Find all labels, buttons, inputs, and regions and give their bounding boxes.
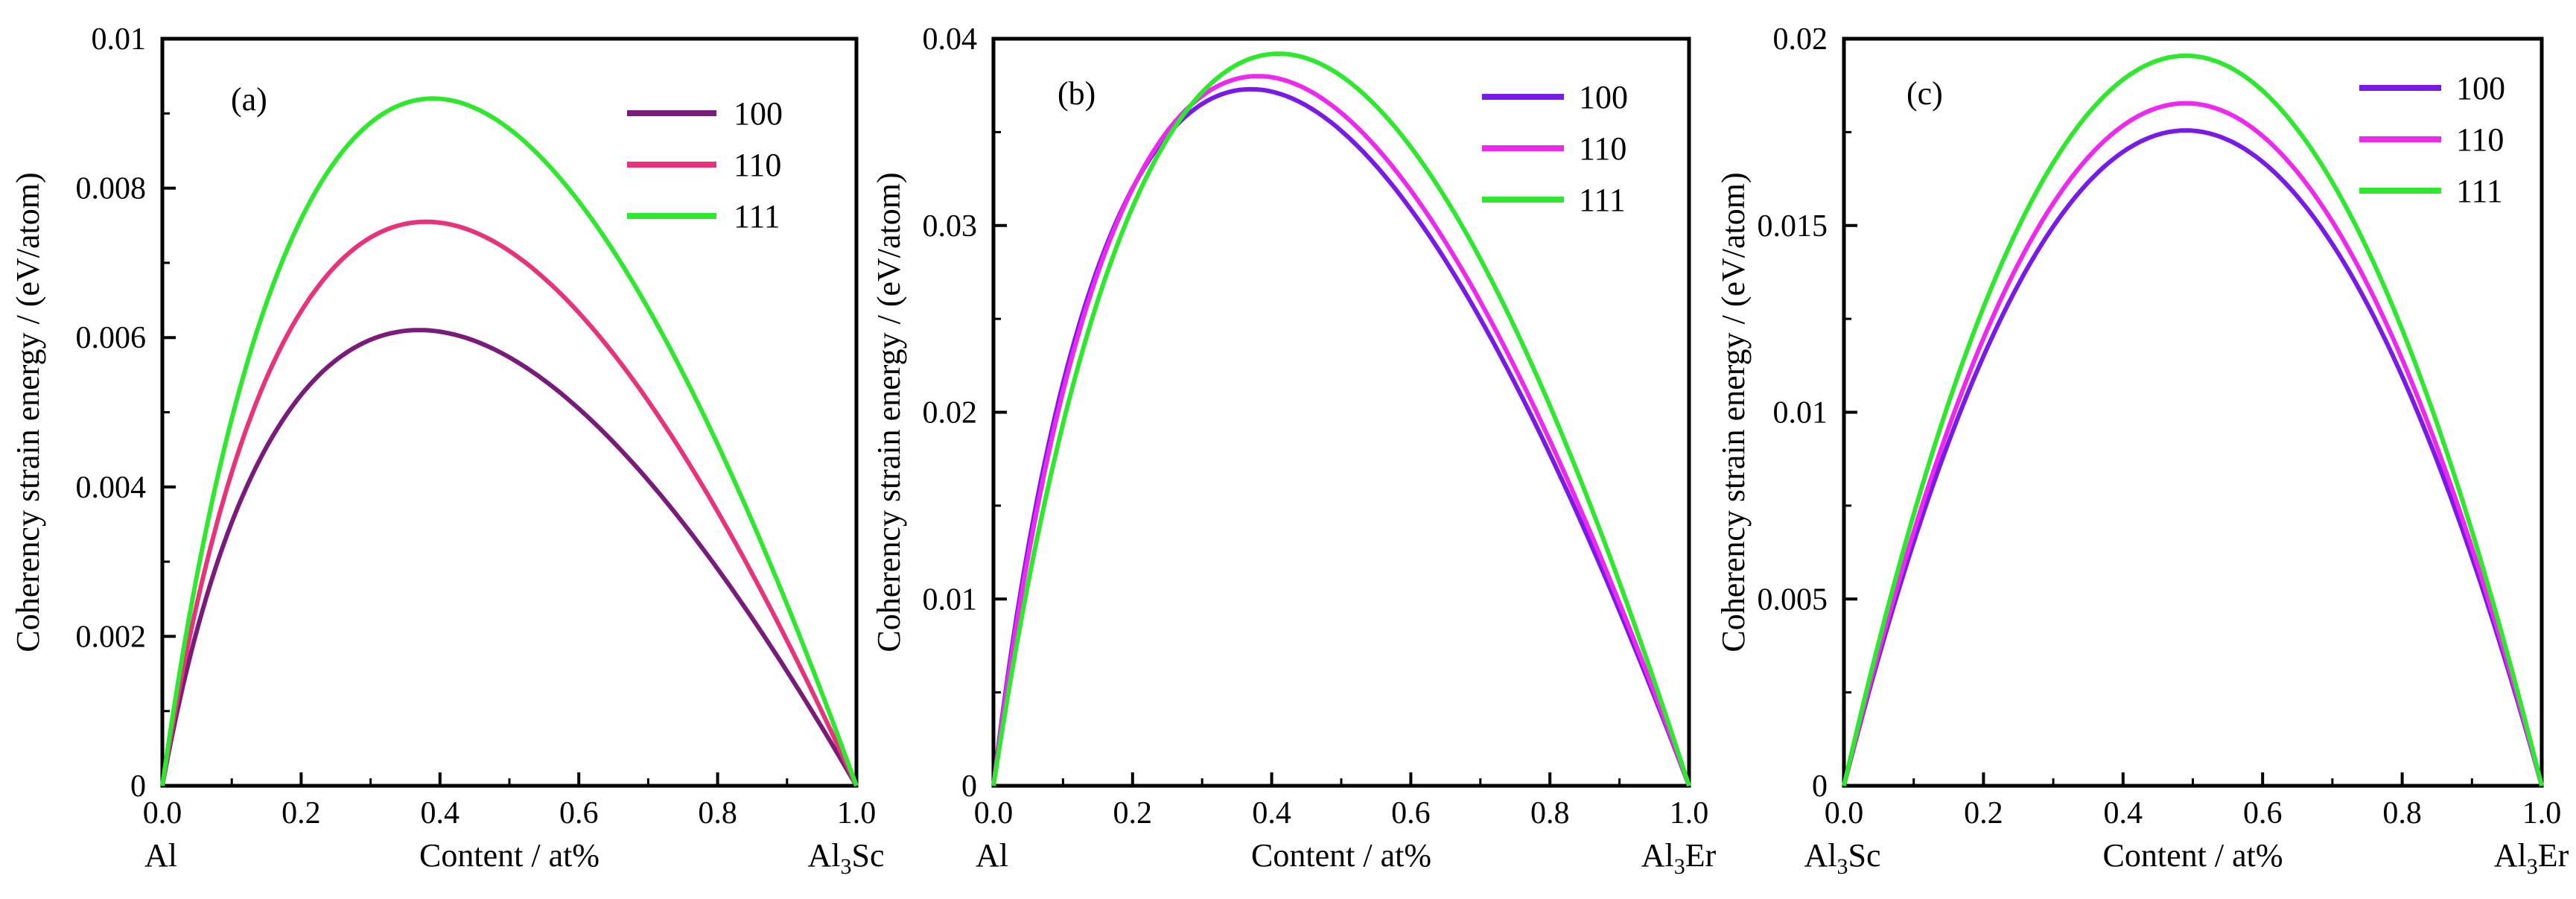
series-line-111 bbox=[991, 51, 1691, 787]
chart-panel-1: 0.0 0.2 0.4 0.6 0.8 1.0 0 0.002 0.004 0.006 0.008 0… bbox=[10, 22, 885, 879]
legend-label-110: 110 bbox=[1579, 130, 1626, 167]
series-line-100 bbox=[160, 328, 859, 787]
y-tick-label: 0.004 bbox=[76, 471, 147, 505]
x-tick-label: 0.2 bbox=[1964, 796, 2003, 830]
x-tick-label: 0.4 bbox=[1252, 796, 1291, 830]
chart-panel-3: 0.0 0.2 0.4 0.6 0.8 1.0 0 0.005 0.01 0.015 0.02 Con… bbox=[1715, 22, 2569, 879]
x-tick-label: 0.0 bbox=[143, 796, 182, 830]
series-line-110 bbox=[1842, 101, 2544, 787]
x-tick-label: 0.8 bbox=[2382, 796, 2422, 830]
series-line-111 bbox=[1842, 53, 2544, 787]
x-tick-label: 0.0 bbox=[974, 796, 1014, 830]
plot-frame bbox=[1842, 36, 2544, 788]
y-axis-title: Coherency strain energy / (eV/atom) bbox=[10, 172, 46, 652]
y-tick-label: 0.03 bbox=[923, 209, 978, 244]
y-tick-label: 0.01 bbox=[923, 582, 978, 617]
y-tick-label: 0.002 bbox=[76, 620, 147, 654]
series-line-110 bbox=[991, 74, 1691, 787]
legend-label-100: 100 bbox=[1579, 79, 1628, 115]
x-axis-title: Content / at% bbox=[1251, 837, 1431, 874]
y-tick-label: 0.008 bbox=[76, 172, 147, 206]
series-line-100 bbox=[1842, 128, 2544, 787]
x-tick-label: 0.0 bbox=[1825, 796, 1864, 830]
legend-label-100: 100 bbox=[734, 95, 783, 132]
x-tick-label: 0.4 bbox=[2104, 796, 2143, 830]
x-end-label-left: Al bbox=[144, 837, 177, 874]
x-end-label-right: Al3Sc bbox=[808, 837, 885, 879]
chart-panel-2: 0.0 0.2 0.4 0.6 0.8 1.0 0 0.01 0.02 0.03 0.04 Conte… bbox=[871, 22, 1717, 879]
x-tick-label: 0.6 bbox=[2243, 796, 2283, 830]
x-end-label-left: Al bbox=[976, 837, 1008, 874]
series-line-111 bbox=[160, 96, 859, 787]
y-tick-label: 0.02 bbox=[923, 396, 978, 431]
legend-label-111: 111 bbox=[734, 198, 780, 235]
y-tick-label: 0.005 bbox=[1758, 582, 1828, 617]
legend-label-110: 110 bbox=[734, 147, 781, 183]
y-axis-title: Coherency strain energy / (eV/atom) bbox=[871, 172, 907, 652]
legend-label-111: 111 bbox=[2456, 173, 2503, 209]
x-end-label-left: Al3Sc bbox=[1804, 837, 1881, 879]
x-end-label-right: Al3Er bbox=[1641, 837, 1717, 879]
panel-label: (a) bbox=[231, 81, 267, 118]
x-tick-label: 0.2 bbox=[282, 796, 321, 830]
legend-label-111: 111 bbox=[1579, 182, 1626, 218]
y-axis-title: Coherency strain energy / (eV/atom) bbox=[1715, 172, 1752, 652]
legend-label-110: 110 bbox=[2456, 121, 2504, 158]
x-tick-label: 0.4 bbox=[421, 796, 460, 830]
y-tick-label: 0 bbox=[130, 769, 146, 804]
y-tick-label: 0.02 bbox=[1773, 22, 1828, 57]
x-tick-label: 0.2 bbox=[1113, 796, 1153, 830]
x-tick-label: 1.0 bbox=[837, 796, 877, 830]
x-tick-label: 0.8 bbox=[698, 796, 737, 830]
x-tick-label: 0.6 bbox=[559, 796, 599, 830]
y-tick-label: 0.006 bbox=[76, 321, 147, 355]
series-line-110 bbox=[160, 219, 859, 787]
panel-label: (b) bbox=[1058, 75, 1095, 112]
x-tick-label: 0.8 bbox=[1530, 796, 1570, 830]
y-tick-label: 0.01 bbox=[1773, 396, 1828, 431]
x-end-label-right: Al3Er bbox=[2494, 837, 2569, 879]
x-tick-label: 0.6 bbox=[1391, 796, 1431, 830]
y-tick-label: 0.015 bbox=[1758, 209, 1828, 244]
y-tick-label: 0 bbox=[961, 769, 977, 804]
panel-label: (c) bbox=[1906, 75, 1943, 112]
y-tick-label: 0 bbox=[1812, 769, 1828, 804]
x-axis-title: Content / at% bbox=[2103, 837, 2283, 874]
x-tick-label: 1.0 bbox=[1670, 796, 1709, 830]
legend-label-100: 100 bbox=[2456, 70, 2505, 107]
x-axis-title: Content / at% bbox=[419, 837, 600, 874]
y-tick-label: 0.01 bbox=[92, 22, 147, 57]
y-tick-label: 0.04 bbox=[923, 22, 978, 57]
x-tick-label: 1.0 bbox=[2522, 796, 2562, 830]
